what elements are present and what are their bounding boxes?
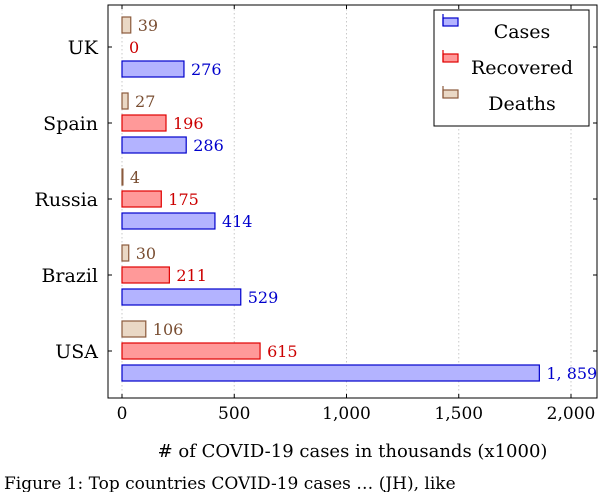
category-label: USA: [55, 341, 98, 363]
legend-swatch-recovered: [442, 53, 459, 63]
value-label-cases: 276: [191, 60, 222, 79]
value-label-deaths: 27: [135, 92, 155, 111]
x-tick-label: 1,000: [322, 404, 371, 424]
category-label: Brazil: [41, 265, 98, 287]
y-axis-categories: USA Brazil Russia Spain UK: [35, 37, 597, 363]
value-labels: 106 615 1, 859 30 211 529 4 175 414 27 196 286 39 0 27…: [129, 16, 597, 383]
value-label-deaths: 4: [130, 168, 140, 187]
bar-recovered: [121, 190, 162, 208]
bar-cases: [121, 364, 540, 382]
value-label-recovered: 196: [173, 114, 204, 133]
value-label-recovered: 615: [267, 342, 298, 361]
value-label-deaths: 30: [136, 244, 156, 263]
value-label-cases: 529: [248, 288, 279, 307]
legend: Cases Recovered Deaths: [433, 9, 590, 127]
category-label: Spain: [43, 113, 98, 135]
figure-caption: Figure 1: Top countries COVID-19 cases ……: [4, 474, 456, 492]
bar-cases: [121, 60, 185, 78]
plot-frame: [107, 4, 598, 399]
bar-recovered: [121, 266, 170, 284]
legend-swatch-cases: [442, 17, 459, 27]
bar-deaths: [121, 92, 129, 110]
value-label-recovered: 211: [176, 266, 207, 285]
x-tick-label: 1,500: [434, 404, 483, 424]
legend-box: [433, 9, 590, 127]
value-label-deaths: 106: [153, 320, 184, 339]
x-tick-label: 500: [218, 404, 250, 424]
x-axis-label: # of COVID-19 cases in thousands (x1000): [158, 441, 548, 462]
legend-label-deaths: Deaths: [488, 93, 555, 115]
legend-label-recovered: Recovered: [471, 57, 573, 79]
x-tick-label: 0: [117, 404, 128, 424]
value-label-cases: 1, 859: [546, 364, 597, 383]
bar-recovered: [121, 342, 261, 360]
x-axis-ticks: 0 500 1,000 1,500 2,000: [117, 5, 596, 424]
value-label-recovered: 0: [129, 38, 139, 57]
bar-recovered: [121, 114, 167, 132]
bar-deaths: [121, 16, 132, 34]
value-label-cases: 414: [222, 212, 253, 231]
category-label: UK: [68, 37, 99, 59]
bar-deaths: [121, 244, 130, 262]
bar-cases: [121, 212, 216, 230]
value-label-cases: 286: [193, 136, 224, 155]
category-label: Russia: [35, 189, 98, 211]
bar-cases: [121, 136, 187, 154]
value-label-recovered: 175: [168, 190, 199, 209]
value-label-deaths: 39: [138, 16, 158, 35]
bar-deaths: [121, 320, 147, 338]
legend-label-cases: Cases: [494, 21, 551, 43]
x-tick-label: 2,000: [547, 404, 596, 424]
bars: [121, 16, 540, 382]
legend-swatch-deaths: [442, 89, 459, 99]
bar-deaths: [121, 168, 124, 186]
bar-cases: [121, 288, 242, 306]
